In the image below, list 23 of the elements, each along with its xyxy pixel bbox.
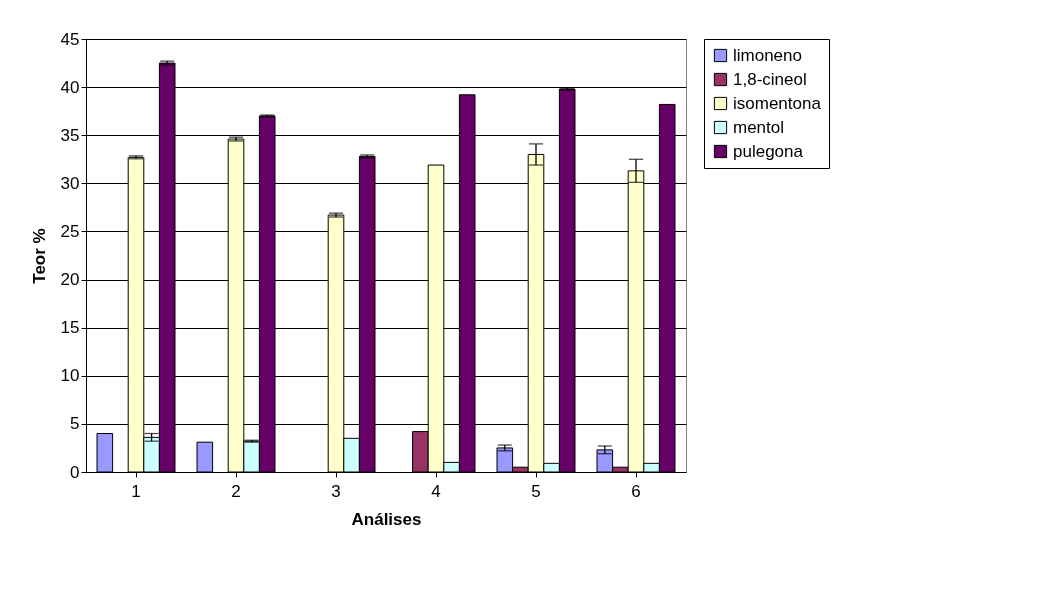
y-tick-label: 30 (60, 173, 80, 193)
x-tick-label: 5 (531, 481, 541, 501)
y-tick-label: 40 (60, 77, 80, 97)
legend-label: pulegona (733, 141, 804, 161)
legend-label: isomentona (733, 93, 822, 113)
x-axis-title: Análises (351, 509, 422, 529)
y-tick-label: 45 (60, 29, 80, 49)
y-tick-label: 35 (60, 125, 80, 145)
y-tick-label: 0 (70, 462, 80, 482)
x-tick-label: 6 (631, 481, 641, 501)
x-tick-label: 4 (431, 481, 441, 501)
legend-label: mentol (733, 117, 785, 137)
y-tick-label: 5 (70, 414, 80, 434)
x-tick-label: 1 (131, 481, 141, 501)
legend-label: limoneno (733, 45, 802, 65)
x-tick-label: 3 (331, 481, 341, 501)
y-tick-label: 10 (60, 366, 80, 386)
y-tick-label: 25 (60, 221, 80, 241)
y-tick-label: 15 (60, 318, 80, 338)
y-tick-label: 20 (60, 270, 80, 290)
legend-label: 1,8-cineol (733, 69, 807, 89)
y-axis-title: Teor % (29, 228, 49, 284)
x-tick-label: 2 (231, 481, 241, 501)
